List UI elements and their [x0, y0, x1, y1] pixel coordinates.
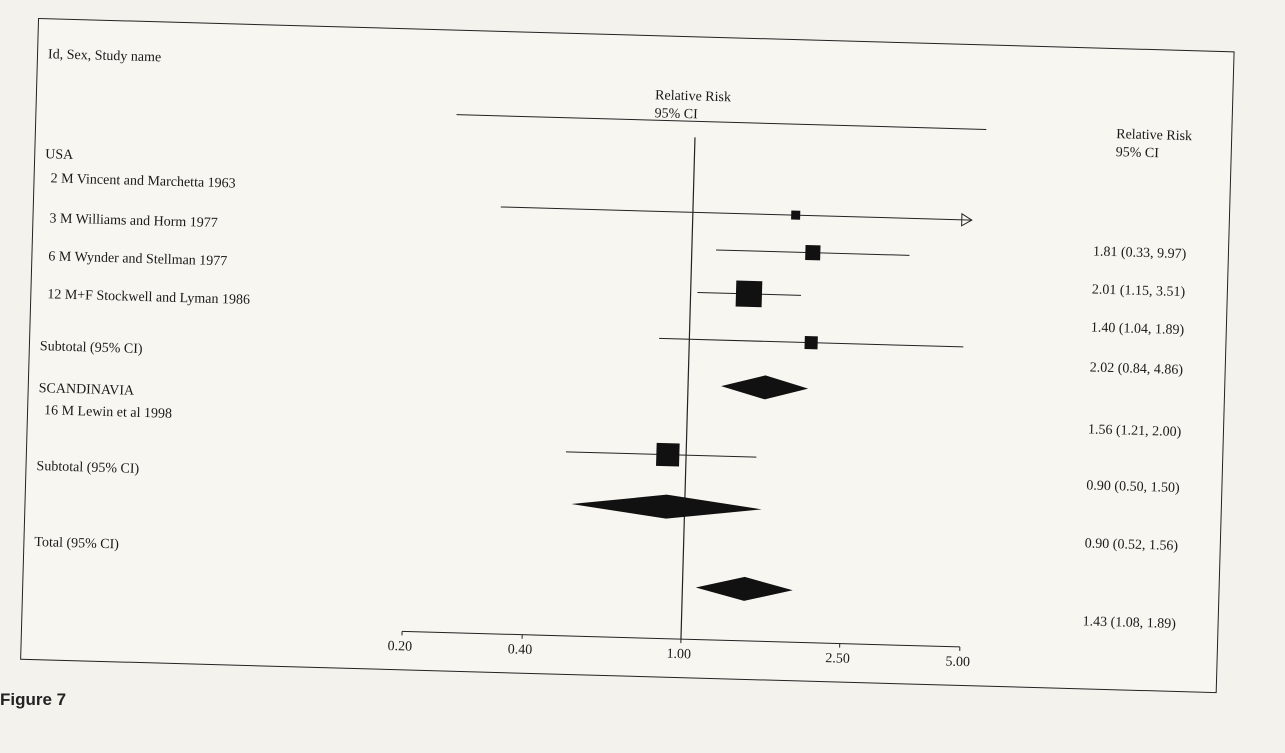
figure-caption: Figure 7	[0, 690, 66, 710]
ci-whisker	[501, 207, 972, 220]
total-diamond	[695, 576, 793, 603]
forest-plot-svg	[21, 19, 1233, 692]
figure-frame: Id, Sex, Study name Relative Risk 95% CI…	[20, 18, 1234, 693]
point-estimate-square	[736, 281, 763, 308]
header-rule	[457, 115, 987, 130]
point-estimate-square	[791, 211, 800, 220]
point-estimate-square	[656, 443, 680, 467]
subtotal-diamond	[721, 374, 809, 400]
point-estimate-square	[805, 245, 820, 260]
subtotal-diamond	[571, 492, 762, 521]
point-estimate-square	[804, 336, 817, 349]
